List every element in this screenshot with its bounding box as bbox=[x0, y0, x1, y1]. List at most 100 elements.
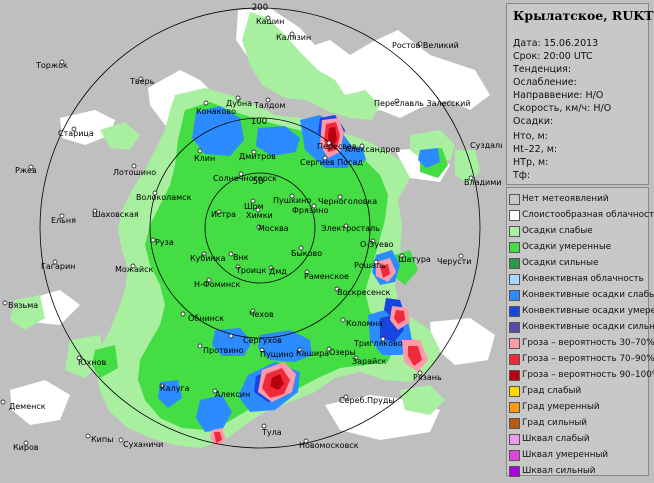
city-label: Конаково bbox=[196, 107, 236, 116]
city-label: Новомосковск bbox=[299, 441, 359, 450]
city-dot bbox=[150, 237, 156, 243]
city-label: Александров bbox=[345, 145, 400, 154]
info-date: Дата: 15.06.2013 bbox=[513, 38, 599, 49]
info-ht22: Ht–22, м: bbox=[513, 144, 558, 155]
city-marker: Конаково bbox=[196, 100, 236, 116]
range-rings bbox=[39, 7, 481, 449]
city-label: Рязань bbox=[413, 373, 442, 382]
city-label: Коломна bbox=[346, 319, 383, 328]
city-marker: Шатура bbox=[398, 253, 431, 264]
city-label: Кашин bbox=[256, 17, 284, 26]
city-marker: Деменск bbox=[0, 399, 46, 411]
legend-item: Осадки сильные bbox=[509, 256, 647, 271]
city-label: Калязин bbox=[276, 33, 311, 42]
city-marker: Суздаль bbox=[470, 139, 508, 150]
city-dot bbox=[235, 264, 241, 270]
city-marker: Владимир bbox=[464, 175, 507, 187]
city-dot bbox=[326, 140, 332, 146]
city-dot bbox=[297, 347, 303, 353]
city-marker: Гагарин bbox=[41, 259, 75, 271]
city-label: Суздаль bbox=[470, 141, 502, 150]
legend-item: Осадки слабые bbox=[509, 224, 647, 239]
legend-item: Конвективные осадки умерен. bbox=[509, 304, 654, 319]
city-dot bbox=[201, 251, 207, 257]
city-marker: Внк bbox=[228, 251, 249, 262]
city-label: Торжок bbox=[35, 61, 68, 70]
city-dot bbox=[380, 336, 386, 342]
city-dot bbox=[289, 193, 295, 199]
city-dot bbox=[417, 41, 423, 47]
range-ring-label: 200 bbox=[252, 3, 268, 13]
city-dot bbox=[138, 76, 144, 82]
city-label: Волоколамск bbox=[136, 193, 192, 202]
city-dot bbox=[251, 149, 257, 155]
city-label: Шаховская bbox=[92, 210, 139, 219]
city-label: Руза bbox=[155, 238, 174, 247]
city-marker: Пересвав bbox=[317, 140, 357, 151]
city-label: Дмд bbox=[269, 267, 287, 276]
city-marker: Переславль Залесский bbox=[374, 98, 471, 108]
city-label: Сергиев Посад bbox=[300, 158, 363, 167]
city-dot bbox=[238, 171, 244, 177]
city-dot bbox=[28, 164, 34, 170]
legend-label: Шквал сильный bbox=[522, 466, 596, 476]
city-label: Фрязино bbox=[292, 206, 328, 215]
city-dot bbox=[343, 394, 349, 400]
city-marker: Калуга bbox=[159, 383, 190, 393]
station-info-box: Крылатское, RUKT Дата: 15.06.2013 Срок: … bbox=[506, 3, 653, 185]
city-marker: Озеры bbox=[326, 346, 356, 357]
legend-item: Конвективные осадки слабые bbox=[509, 288, 654, 303]
legend-swatch bbox=[509, 290, 520, 301]
city-dot bbox=[303, 438, 309, 444]
city-label: Истра bbox=[211, 210, 236, 219]
city-marker: Сергухов bbox=[228, 333, 282, 345]
legend-item: Гроза – вероятность 70–90% bbox=[509, 352, 654, 367]
city-marker: Кашира bbox=[296, 347, 329, 358]
info-hto: Hто, м: bbox=[513, 131, 548, 142]
city-label: Шрм bbox=[244, 202, 264, 211]
city-label: Обнинск bbox=[188, 314, 224, 323]
city-marker: Ржев bbox=[15, 164, 37, 175]
city-marker: Истра bbox=[211, 209, 236, 219]
city-marker: Н-Фоминск bbox=[194, 277, 241, 289]
city-dot bbox=[159, 383, 165, 389]
legend-label: Гроза – вероятность 90–100% bbox=[522, 370, 654, 380]
city-label: Быково bbox=[291, 249, 322, 258]
city-label: Киров bbox=[13, 443, 39, 452]
city-dot bbox=[152, 190, 158, 196]
city-marker: Черусти bbox=[437, 253, 471, 266]
info-direction: Направвение: Н/О bbox=[513, 90, 604, 101]
legend-item: Гроза – вероятность 30–70% bbox=[509, 336, 654, 351]
city-dot bbox=[130, 263, 136, 269]
city-dot bbox=[76, 355, 82, 361]
city-dot bbox=[359, 143, 365, 149]
city-dot bbox=[203, 100, 209, 106]
legend-label: Конвективная облачность bbox=[522, 274, 644, 284]
city-marker: Химки bbox=[246, 207, 273, 220]
radar-map[interactable]: 200 100 50 Кашин Калязин Ростов Великий Торжо… bbox=[0, 0, 508, 479]
city-dot bbox=[311, 203, 317, 209]
city-dot bbox=[59, 213, 65, 219]
city-label: Троицк bbox=[235, 266, 267, 275]
city-marker: Юхнов bbox=[76, 355, 106, 367]
info-precip: Осадки: bbox=[513, 116, 554, 127]
city-label: Вязьма bbox=[8, 301, 38, 310]
legend-label: Осадки сильные bbox=[522, 258, 599, 268]
city-marker: Вязьма bbox=[2, 300, 38, 310]
legend-item: Град слабый bbox=[509, 384, 647, 399]
city-label: Можайск bbox=[115, 265, 154, 274]
city-marker: Новомосковск bbox=[299, 438, 359, 450]
city-label: Тригляково bbox=[353, 339, 403, 348]
city-marker: Раменское bbox=[304, 269, 349, 281]
city-dot bbox=[353, 355, 359, 361]
radar-map-canvas: 200 100 50 Кашин Калязин Ростов Великий Торжо… bbox=[0, 3, 508, 452]
city-label: Алексин bbox=[215, 390, 250, 399]
city-label: Талдом bbox=[253, 101, 285, 110]
city-dot bbox=[206, 277, 212, 283]
city-label: Тверь bbox=[129, 77, 155, 86]
city-marker: Волоколамск bbox=[136, 190, 192, 202]
legend-swatch bbox=[509, 194, 520, 205]
city-label: Москва bbox=[258, 224, 289, 233]
city-label: Старица bbox=[58, 129, 94, 138]
city-dot bbox=[0, 399, 6, 405]
